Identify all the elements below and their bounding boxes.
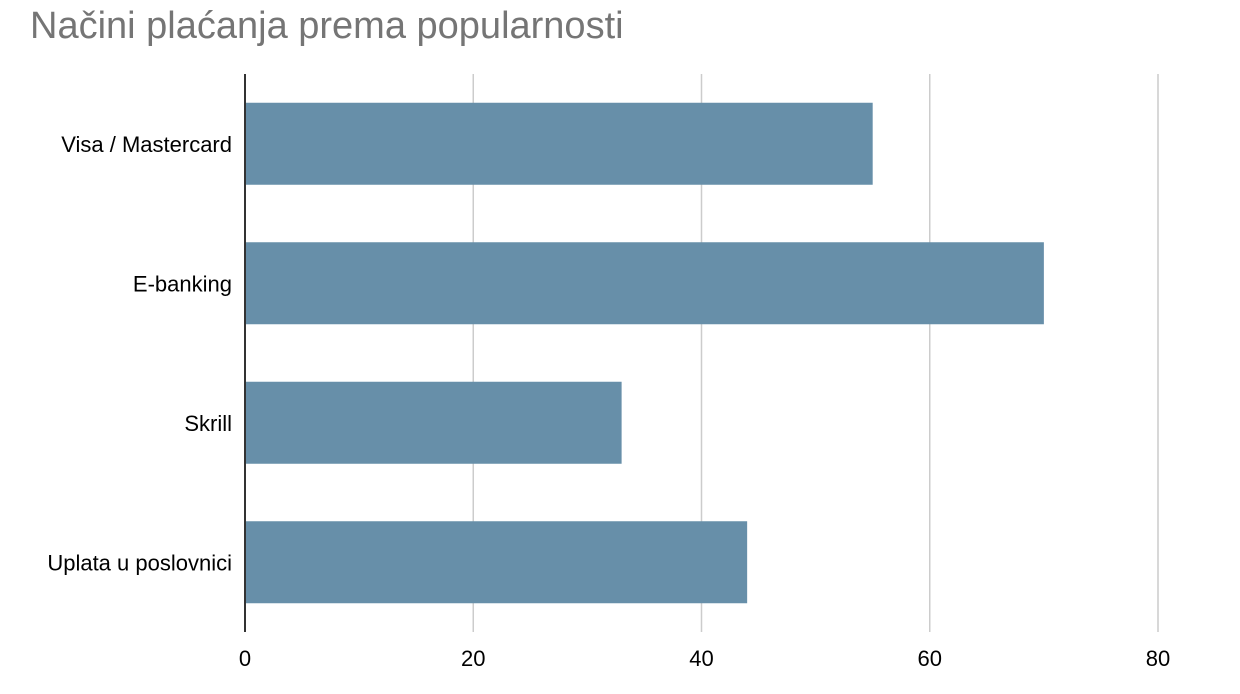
bar [245, 102, 873, 185]
category-label: Skrill [184, 411, 232, 436]
x-tick-label: 20 [461, 646, 485, 671]
chart-title: Načini plaćanja prema popularnosti [30, 5, 624, 47]
category-label: E-banking [133, 271, 232, 296]
bar [245, 381, 622, 464]
bars [245, 102, 1044, 604]
bar [245, 242, 1044, 325]
x-tick-label: 0 [239, 646, 251, 671]
bar [245, 521, 748, 604]
x-tick-label: 40 [689, 646, 713, 671]
category-label: Visa / Mastercard [61, 132, 232, 157]
x-tick-label: 80 [1146, 646, 1170, 671]
labels: 0 20 40 60 80 Visa / Mastercard E-banking Skril… [47, 132, 1170, 671]
x-tick-label: 60 [918, 646, 942, 671]
category-label: Uplata u poslovnici [47, 550, 232, 575]
